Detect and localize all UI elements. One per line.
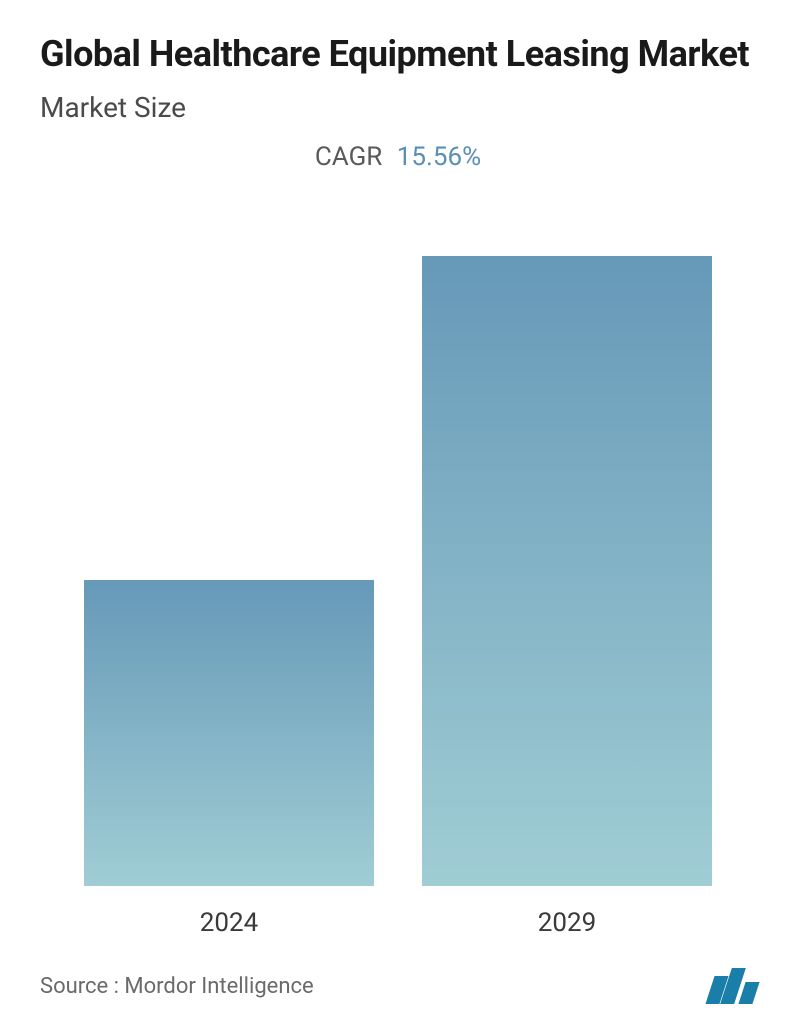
chart-footer: Source : Mordor Intelligence xyxy=(40,938,756,1014)
source-text: Source : Mordor Intelligence xyxy=(40,974,314,999)
mordor-logo-icon xyxy=(710,968,756,1004)
chart-subtitle: Market Size xyxy=(40,91,756,124)
bar-group-1: 2029 xyxy=(422,256,712,938)
cagr-value: 15.56% xyxy=(397,142,481,172)
chart-title: Global Healthcare Equipment Leasing Mark… xyxy=(40,32,756,77)
bar-1 xyxy=(422,256,712,886)
chart-container: Global Healthcare Equipment Leasing Mark… xyxy=(0,0,796,1034)
bar-0 xyxy=(84,580,374,886)
bar-label-0: 2024 xyxy=(200,908,258,938)
cagr-label: CAGR xyxy=(315,142,382,172)
chart-plot-area: 2024 2029 xyxy=(40,182,756,938)
bar-group-0: 2024 xyxy=(84,580,374,938)
bar-label-1: 2029 xyxy=(538,908,596,938)
cagr-row: CAGR 15.56% xyxy=(40,142,756,172)
logo-bar-3 xyxy=(738,982,759,1004)
